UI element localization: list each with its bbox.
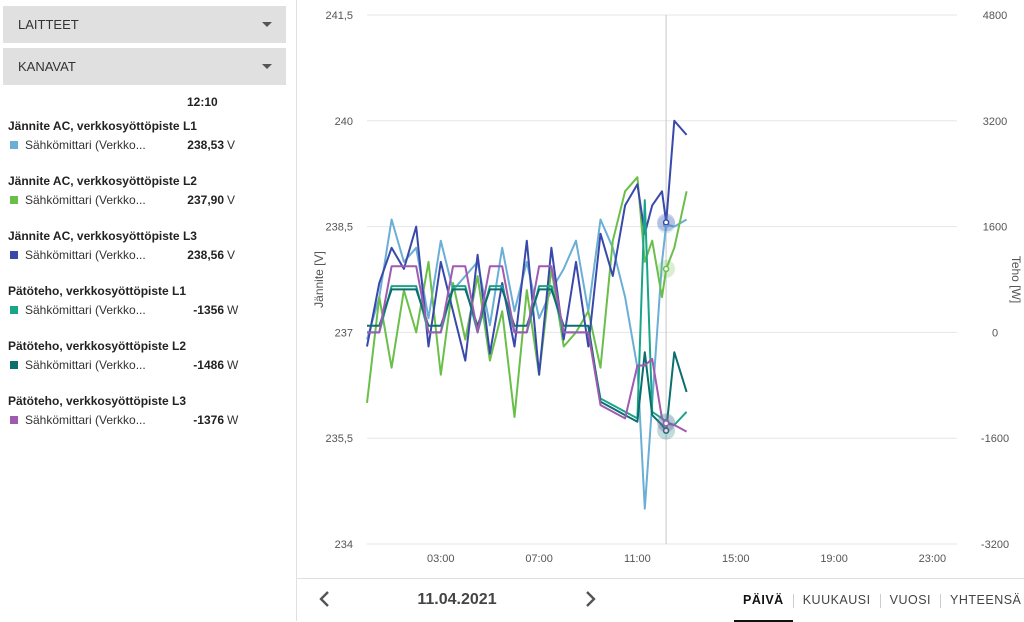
channel-item[interactable]: Jännite AC, verkkosyöttöpiste L2 Sähkömit… [8,172,288,210]
series-line [366,218,688,510]
series-color-swatch [10,306,18,314]
channel-source: Sähkömittari (Verkko... [25,138,146,152]
channel-title: Pätöteho, verkkosyöttöpiste L3 [8,394,187,408]
channel-row: Sähkömittari (Verkko... 238,56 V [8,245,288,265]
series-color-swatch [10,361,18,369]
tab-month[interactable]: KUUKAUSI [802,593,871,607]
channel-value: 238,56 [187,248,224,262]
devices-dropdown[interactable]: LAITTEET [3,6,286,43]
channel-unit: V [227,248,236,262]
tab-day[interactable]: PÄIVÄ [734,579,793,622]
tab-separator [940,594,942,608]
channel-unit: W [227,413,239,427]
date-label: 11.04.2021 [417,591,497,608]
channel-value: 238,53 [187,138,224,152]
series-color-swatch [10,251,18,259]
chevron-left-icon [319,591,329,607]
hover-marker [662,427,670,434]
y2-tick-label: -3200 [981,539,1009,551]
chevron-right-icon [586,591,596,607]
channel-row: Sähkömittari (Verkko... -1356 W [8,300,288,320]
series-line [367,199,688,426]
channel-row: Sähkömittari (Verkko... -1376 W [8,410,288,430]
x-tick-label: 11:00 [624,553,651,565]
tab-separator [792,594,794,608]
channel-source: Sähkömittari (Verkko... [25,303,146,317]
channel-row: Sähkömittari (Verkko... 237,90 V [8,190,288,210]
hover-marker [662,420,670,427]
channel-item[interactable]: Pätöteho, verkkosyöttöpiste L2 Sähkömitta… [8,337,288,375]
current-time-label: 12:10 [187,95,218,109]
series-color-swatch [10,196,18,204]
channel-item[interactable]: Pätöteho, verkkosyöttöpiste L3 Sähkömitta… [8,392,288,430]
channel-title: Pätöteho, verkkosyöttöpiste L2 [8,339,187,353]
y-tick-label: 237 [335,327,353,339]
chevron-down-icon [262,22,272,27]
chart-area[interactable]: 241,5 240 238,5 237 235,5 234 4800 3200 1600 0 -16… [297,0,1024,578]
channel-value: 237,90 [187,193,224,207]
channel-title: Jännite AC, verkkosyöttöpiste L1 [8,119,197,133]
channels-dropdown-label: KANAVAT [18,59,76,74]
x-tick-label: 19:00 [820,553,848,565]
sidebar-divider [296,0,297,621]
hover-marker [662,265,670,273]
y-axis-title: Jännite [V] [312,251,326,308]
channel-unit: W [227,303,239,317]
channels-dropdown[interactable]: KANAVAT [3,48,286,85]
series-color-swatch [10,141,18,149]
next-day-button[interactable] [578,587,602,611]
previous-day-button[interactable] [313,587,337,611]
channel-source: Sähkömittari (Verkko... [25,193,146,207]
channel-value: -1376 [193,413,224,427]
period-tabs: PÄIVÄ KUUKAUSI VUOSI YHTEENSÄ [734,579,1024,622]
x-tick-label: 15:00 [722,553,750,565]
channel-unit: V [227,138,236,152]
y-tick-label: 238,5 [325,222,353,234]
y2-tick-label: 1600 [983,222,1007,234]
channel-source: Sähkömittari (Verkko... [25,248,146,262]
chevron-down-icon [262,64,272,69]
devices-dropdown-label: LAITTEET [18,17,79,32]
tab-separator [879,594,881,608]
y2-axis-title: Teho [W] [1009,256,1023,303]
x-tick-label: 07:00 [525,553,553,565]
y-tick-label: 235,5 [325,433,353,445]
channel-unit: W [227,358,239,372]
y-tick-label: 234 [335,539,353,551]
channel-title: Pätöteho, verkkosyöttöpiste L1 [8,284,187,298]
channel-item[interactable]: Jännite AC, verkkosyöttöpiste L1 Sähkömit… [8,117,288,155]
y-tick-label: 241,5 [325,10,353,22]
y2-tick-label: 4800 [983,10,1007,22]
hover-marker [662,219,670,226]
channel-value: -1356 [193,303,224,317]
channel-source: Sähkömittari (Verkko... [25,358,146,372]
series-color-swatch [10,416,18,424]
series-line [367,265,688,433]
tab-total[interactable]: YHTEENSÄ [950,593,1022,607]
channel-title: Jännite AC, verkkosyöttöpiste L2 [8,174,197,188]
y-tick-label: 240 [335,116,353,128]
channel-item[interactable]: Pätöteho, verkkosyöttöpiste L1 Sähkömitta… [8,282,288,320]
y2-tick-label: -1600 [981,433,1009,445]
channel-title: Jännite AC, verkkosyöttöpiste L3 [8,229,197,243]
sidebar: LAITTEET KANAVAT 12:10 Jännite AC, verkk… [0,0,296,621]
channel-row: Sähkömittari (Verkko... 238,53 V [8,135,288,155]
x-tick-label: 23:00 [919,553,947,565]
line-chart[interactable]: 241,5 240 238,5 237 235,5 234 4800 3200 1600 0 -16… [297,0,1024,578]
date-navigation-bar: 11.04.2021 PÄIVÄ KUUKAUSI VUOSI YHTEENSÄ [297,578,1024,622]
x-tick-label: 03:00 [427,553,455,565]
y2-tick-label: 0 [992,327,998,339]
channel-source: Sähkömittari (Verkko... [25,413,146,427]
y2-tick-label: 3200 [983,116,1007,128]
channel-row: Sähkömittari (Verkko... -1486 W [8,355,288,375]
channel-value: -1486 [193,358,224,372]
channel-unit: V [227,193,236,207]
tab-year[interactable]: VUOSI [889,593,932,607]
channel-item[interactable]: Jännite AC, verkkosyöttöpiste L3 Sähkömit… [8,227,288,265]
